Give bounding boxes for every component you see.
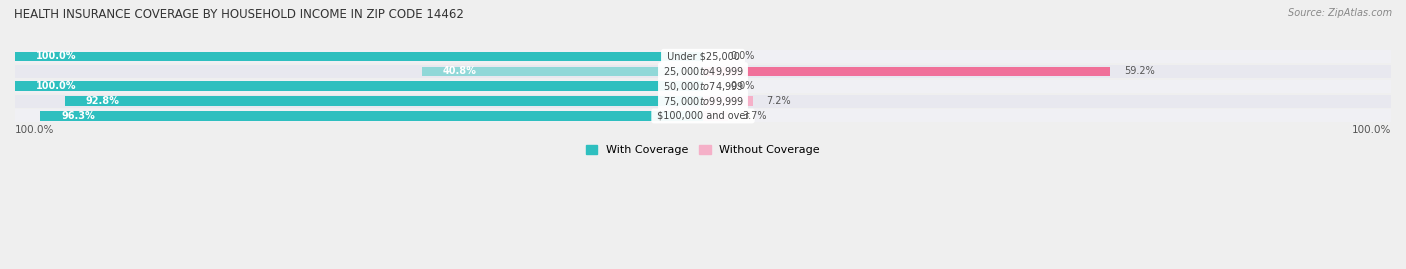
Text: $75,000 to $99,999: $75,000 to $99,999 <box>661 94 745 108</box>
Text: 92.8%: 92.8% <box>86 96 120 106</box>
Text: 7.2%: 7.2% <box>766 96 792 106</box>
Text: Under $25,000: Under $25,000 <box>664 51 742 61</box>
Bar <box>15 80 1391 93</box>
Bar <box>15 65 1391 78</box>
Text: 100.0%: 100.0% <box>35 51 76 61</box>
Bar <box>15 82 703 91</box>
Bar <box>15 109 1391 122</box>
Bar <box>703 66 1111 76</box>
Text: 40.8%: 40.8% <box>443 66 477 76</box>
Text: $25,000 to $49,999: $25,000 to $49,999 <box>661 65 745 78</box>
Bar <box>422 66 703 76</box>
Text: 0.0%: 0.0% <box>731 51 755 61</box>
Bar <box>41 111 703 121</box>
Text: $50,000 to $74,999: $50,000 to $74,999 <box>661 80 745 93</box>
Text: 100.0%: 100.0% <box>15 125 55 135</box>
Bar <box>15 50 1391 63</box>
Text: 96.3%: 96.3% <box>60 111 94 121</box>
Text: 100.0%: 100.0% <box>1351 125 1391 135</box>
Text: 3.7%: 3.7% <box>742 111 766 121</box>
Text: Source: ZipAtlas.com: Source: ZipAtlas.com <box>1288 8 1392 18</box>
Text: 59.2%: 59.2% <box>1123 66 1154 76</box>
Text: 100.0%: 100.0% <box>35 81 76 91</box>
Legend: With Coverage, Without Coverage: With Coverage, Without Coverage <box>582 140 824 160</box>
Bar <box>15 94 1391 108</box>
Bar <box>703 111 728 121</box>
Bar <box>703 96 752 106</box>
Bar <box>65 96 703 106</box>
Text: 0.0%: 0.0% <box>731 81 755 91</box>
Bar <box>15 52 703 61</box>
Text: HEALTH INSURANCE COVERAGE BY HOUSEHOLD INCOME IN ZIP CODE 14462: HEALTH INSURANCE COVERAGE BY HOUSEHOLD I… <box>14 8 464 21</box>
Text: $100,000 and over: $100,000 and over <box>654 111 752 121</box>
